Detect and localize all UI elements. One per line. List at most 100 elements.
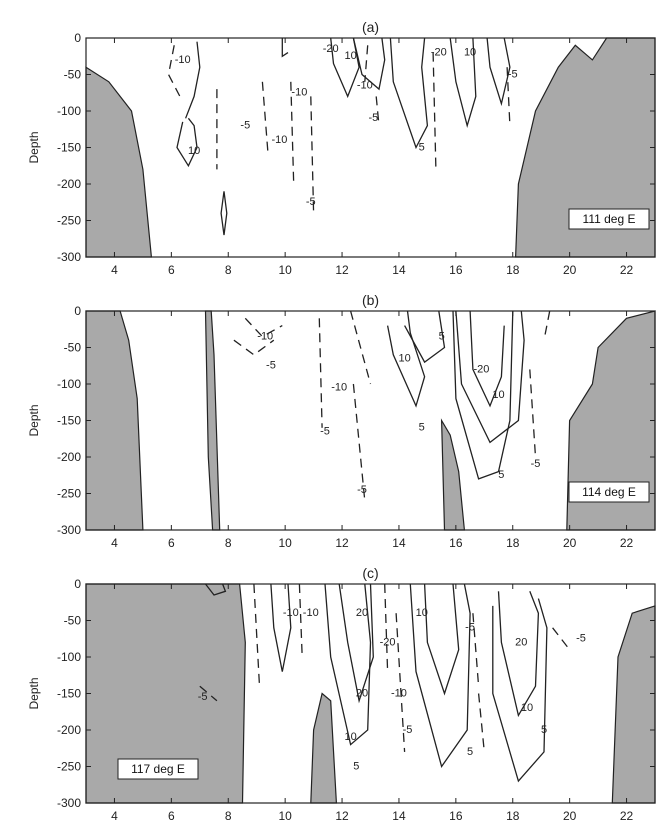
contour-line-negative bbox=[364, 45, 369, 82]
contour-label: -10 bbox=[357, 79, 373, 91]
contour-line-negative bbox=[298, 583, 303, 658]
x-tick-label: 20 bbox=[563, 263, 577, 277]
contour-label: -10 bbox=[283, 607, 299, 619]
y-tick-label: -150 bbox=[57, 141, 81, 155]
contour-label: -10 bbox=[291, 87, 307, 99]
contour-line-negative bbox=[167, 45, 181, 97]
contour-line-negative bbox=[318, 318, 323, 428]
contour-line-positive bbox=[386, 310, 426, 408]
contour-line-negative bbox=[290, 81, 295, 185]
y-tick-label: -150 bbox=[57, 414, 81, 428]
longitude-label: 117 deg E bbox=[131, 762, 185, 776]
contour-label: -5 bbox=[403, 724, 413, 736]
contour-label: 20 bbox=[515, 636, 527, 648]
x-tick-label: 12 bbox=[335, 809, 349, 823]
contour-line-positive bbox=[423, 583, 460, 696]
y-tick-label: -300 bbox=[57, 250, 81, 264]
x-tick-label: 22 bbox=[620, 263, 634, 277]
y-axis-label: Depth bbox=[27, 131, 41, 163]
contour-label: 5 bbox=[439, 330, 445, 342]
contour-line-positive bbox=[404, 310, 446, 364]
x-tick-label: 14 bbox=[392, 536, 406, 550]
contour-label: 5 bbox=[353, 760, 359, 772]
y-axis-label: Depth bbox=[27, 404, 41, 436]
x-tick-label: 6 bbox=[168, 809, 175, 823]
y-tick-label: -100 bbox=[57, 104, 81, 118]
contour-line-positive bbox=[324, 583, 372, 746]
contour-label: -5 bbox=[368, 112, 378, 124]
y-tick-label: -300 bbox=[57, 523, 81, 537]
contour-line-negative bbox=[395, 613, 406, 752]
contour-label: -20 bbox=[474, 363, 490, 375]
contour-line-positive bbox=[409, 583, 471, 769]
contour-label: 10 bbox=[188, 145, 200, 157]
contour-line-negative bbox=[375, 96, 380, 126]
x-tick-label: 4 bbox=[111, 536, 118, 550]
contour-line-negative bbox=[310, 96, 315, 214]
x-tick-label: 6 bbox=[168, 263, 175, 277]
y-tick-label: -50 bbox=[64, 614, 82, 628]
contour-line-negative bbox=[543, 310, 551, 341]
x-tick-label: 8 bbox=[225, 809, 232, 823]
y-tick-label: -100 bbox=[57, 650, 81, 664]
x-tick-label: 18 bbox=[506, 809, 520, 823]
y-tick-label: -50 bbox=[64, 341, 82, 355]
contour-line-positive bbox=[352, 37, 386, 91]
contour-line-positive bbox=[449, 37, 477, 129]
contour-line-negative bbox=[244, 317, 283, 338]
y-tick-label: -250 bbox=[57, 760, 81, 774]
x-tick-label: 8 bbox=[225, 263, 232, 277]
x-tick-label: 4 bbox=[111, 809, 118, 823]
contour-label: -5 bbox=[465, 622, 475, 634]
x-tick-label: 18 bbox=[506, 263, 520, 277]
contour-line-positive bbox=[455, 310, 525, 444]
contour-label: -5 bbox=[240, 120, 250, 132]
contour-label: 20 bbox=[356, 607, 368, 619]
contour-label: 5 bbox=[467, 746, 473, 758]
panel-title: (c) bbox=[362, 565, 378, 581]
longitude-label-box bbox=[117, 758, 199, 780]
contour-label: -5 bbox=[508, 68, 518, 80]
contour-line-positive bbox=[281, 38, 289, 58]
contour-line-negative bbox=[233, 339, 275, 356]
contour-line-positive bbox=[176, 117, 198, 168]
contour-label: -20 bbox=[431, 47, 447, 59]
contour-label: -20 bbox=[380, 636, 396, 648]
contour-line-positive bbox=[184, 41, 201, 119]
contour-label: 10 bbox=[344, 731, 356, 743]
contour-line-positive bbox=[204, 583, 227, 596]
contour-label: 10 bbox=[416, 607, 428, 619]
contour-line-negative bbox=[472, 613, 480, 687]
x-tick-label: 4 bbox=[111, 263, 118, 277]
y-tick-label: 0 bbox=[74, 31, 81, 45]
contour-label: -5 bbox=[531, 458, 541, 470]
contour-label: -5 bbox=[320, 425, 330, 437]
contour-label: 10 bbox=[464, 47, 476, 59]
y-tick-label: -250 bbox=[57, 214, 81, 228]
contour-label: 5 bbox=[419, 422, 425, 434]
land-region bbox=[611, 605, 656, 804]
panel-1: -10 10 -5 -10 -10 -5 -20 10 -10 -5 5 10 -20 -5 4 6 8 10 12… bbox=[27, 19, 656, 277]
contour-label: 20 bbox=[356, 687, 368, 699]
contour-line-negative bbox=[477, 693, 485, 752]
x-tick-label: 14 bbox=[392, 809, 406, 823]
contour-label: -20 bbox=[323, 43, 339, 55]
contour-line-negative bbox=[349, 310, 372, 385]
contour-label: -10 bbox=[391, 687, 407, 699]
contour-label: -5 bbox=[266, 360, 276, 372]
panel-title: (a) bbox=[362, 19, 379, 35]
contour-label: -10 bbox=[257, 330, 273, 342]
x-tick-label: 12 bbox=[335, 536, 349, 550]
contour-line-positive bbox=[492, 598, 548, 783]
x-tick-label: 10 bbox=[278, 809, 292, 823]
contour-label: 5 bbox=[419, 141, 425, 153]
y-tick-label: -300 bbox=[57, 796, 81, 810]
y-tick-label: 0 bbox=[74, 304, 81, 318]
contour-label: 10 bbox=[344, 50, 356, 62]
panel-3: -10 -10 20 20 10 5 -20 -10 -5 10 -5 -5 20 10 5 -5 5 4 6 8 10… bbox=[27, 565, 656, 823]
panel-title: (b) bbox=[362, 292, 379, 308]
contour-line-negative bbox=[432, 52, 437, 170]
contour-line-negative bbox=[529, 369, 537, 458]
contour-label: -5 bbox=[198, 691, 208, 703]
x-tick-label: 10 bbox=[278, 263, 292, 277]
